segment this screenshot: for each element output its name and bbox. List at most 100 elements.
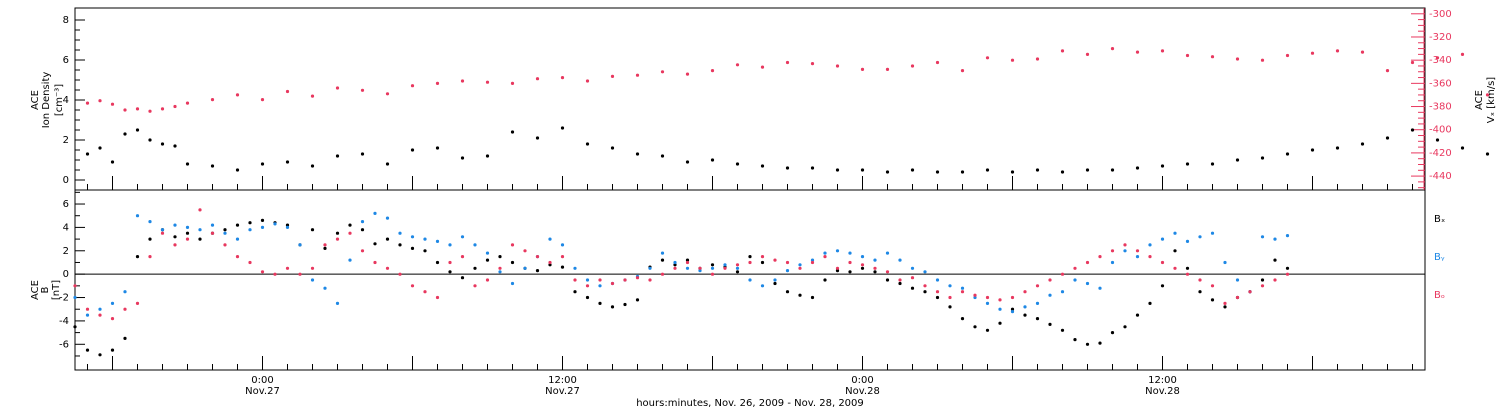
bx-point [960,317,965,321]
by-point [673,260,677,265]
bx-point [1023,313,1027,317]
bottom-left-tick-label: -6 [59,339,69,350]
bz-point [1085,260,1090,265]
by-point [423,237,427,241]
vx-speed-point [1310,51,1315,55]
vx-speed-point [535,77,540,81]
bx-point [435,260,440,265]
bz-point [260,270,265,274]
by-point [973,295,977,300]
bz-point [660,272,665,276]
top-left-tick-label: 4 [63,95,69,106]
vx-speed-point [735,63,740,67]
by-point [235,237,240,241]
bx-point [1185,266,1190,270]
by-point [1048,293,1052,297]
bx-point [398,243,402,247]
by-point [960,286,965,290]
by-point [685,266,690,270]
vx-speed-point [810,62,815,66]
bx-point [985,328,990,332]
by-point [760,284,765,288]
ion-density-point [735,162,740,166]
bz-point [1235,295,1240,300]
by-point [1123,249,1127,253]
vx-speed-point [335,86,340,90]
ion-density-point [385,162,390,166]
vx-speed-point [1235,57,1240,61]
bz-point [360,249,365,253]
bz-point [1135,249,1140,253]
bx-point [1035,317,1040,321]
bz-point [760,255,765,259]
ion-density-point [710,158,715,162]
x-tick-label-date: Nov.27 [545,386,580,397]
bx-point [773,281,777,286]
ion-density-point [285,160,290,164]
vx-speed-point [560,76,565,80]
by-point [323,286,327,290]
bottom-left-title-line-3: [nT] [51,280,62,300]
bx-point [1073,338,1077,342]
bz-point [423,290,427,294]
vx-speed-point [410,84,415,88]
vx-speed-point [860,67,865,71]
x-tick-label-time: 0:00 [851,375,873,386]
bx-point [173,235,177,239]
bx-point [1098,341,1102,345]
bottom-left-title-line-2: B [40,286,51,293]
ion-density-point [1460,146,1465,150]
vx-speed-point [1110,47,1115,51]
by-point [735,266,740,270]
ion-density-point [1360,142,1365,146]
bz-point [823,255,827,259]
top-right-title-line-1: ACE [1474,90,1485,110]
ion-density-point [460,156,465,160]
bz-point [898,278,902,282]
vx-speed-point [210,98,215,102]
bx-point [1273,258,1277,262]
vx-speed-point [885,67,890,71]
bz-point [635,276,640,280]
bx-point [473,266,477,270]
ion-density-point [210,164,215,168]
bx-point [610,305,615,309]
bx-point [1223,305,1227,309]
vx-speed-point [1060,49,1065,53]
bx-point [798,293,802,297]
ion-density-point [1435,138,1440,142]
bx-point [310,228,315,232]
ion-density-point [685,160,690,164]
by-point [510,281,515,286]
bz-point [560,255,565,259]
by-point [573,266,577,270]
by-point [1235,278,1240,282]
by-point [1085,281,1090,286]
bz-point [623,278,627,282]
top-right-tick-label: -320 [1429,32,1452,43]
x-tick-label-time: 0:00 [251,375,273,386]
by-point [923,270,927,274]
bz-point [348,231,352,235]
by-point [835,249,840,253]
ion-density-point [1310,148,1315,152]
vx-speed-point [1010,58,1015,62]
bx-point [248,221,252,225]
by-point [73,295,77,300]
vx-speed-point [510,81,515,85]
vx-speed-point [660,70,665,74]
ion-density-point [1010,170,1015,174]
top-left-tick-label: 6 [63,55,69,66]
vx-speed-point [1485,93,1490,97]
vx-speed-point [910,64,915,68]
vx-speed-point [935,60,940,65]
by-point [398,231,402,235]
top-left-tick-label: 8 [63,15,69,26]
bz-point [1285,272,1290,276]
bz-point [573,278,577,282]
vx-speed-point [585,79,590,83]
by-point [335,301,340,305]
bx-point [498,255,502,259]
bx-point [535,269,540,273]
vx-speed-point [260,98,265,102]
